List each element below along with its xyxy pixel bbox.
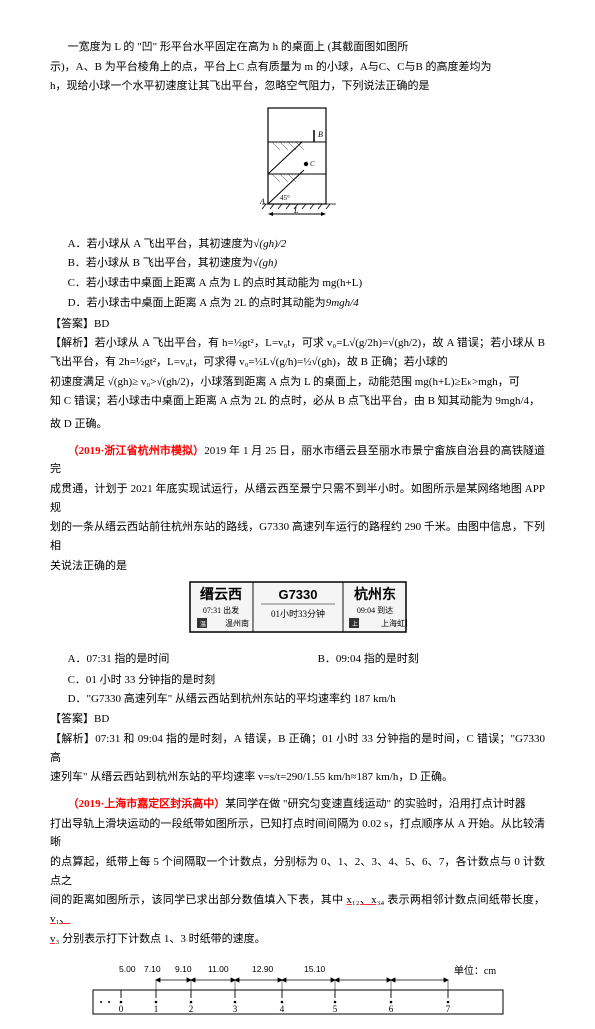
t: 打出导轨上滑块运动的一段纸带如图所示，已知打点时间间隔为 0.02 s，打点顺序… bbox=[50, 818, 545, 849]
t: C．若小球击中桌面上距离 A 点为 L 的点时其动能为 mg(h+L) bbox=[68, 277, 363, 289]
t: 间的距离如图所示，该同学已求出部分数值填入下表，其中 x₁₂、x₃₄ 表示两相邻… bbox=[50, 894, 545, 925]
svg-text:7: 7 bbox=[445, 1004, 450, 1014]
svg-text:5: 5 bbox=[332, 1004, 337, 1014]
q3-line3: 的点算起，纸带上每 5 个间隔取一个计数点，分别标为 0、1、2、3、4、5、6… bbox=[50, 853, 545, 890]
svg-text:07:31 出发: 07:31 出发 bbox=[202, 605, 238, 615]
svg-text:12.90: 12.90 bbox=[252, 964, 274, 974]
t: 知 C 错误；若小球击中桌面上距离 A 点为 2L 的点时，必从 B 点飞出平台… bbox=[50, 395, 540, 407]
t: 初速度满足 √(gh)≥ v₀>√(gh/2)，小球落到距离 A 点为 L 的桌… bbox=[50, 376, 520, 388]
q2-a: A．07:31 指的是时间 bbox=[50, 650, 300, 669]
q1-end: 故 D 正确。 bbox=[50, 415, 545, 434]
q1-intro-1: 一宽度为 L 的 "凹" 形平台水平固定在高为 h 的桌面上 (其截面图如图所 bbox=[68, 41, 409, 53]
q3-line2: 打出导轨上滑块运动的一段纸带如图所示，已知打点时间间隔为 0.02 s，打点顺序… bbox=[50, 815, 545, 852]
q2-opts-1: A．07:31 指的是时间 B．09:04 指的是时刻 bbox=[50, 650, 545, 669]
q1-opt-d: D．若小球击中桌面上距离 A 点为 2L 的点时其动能为9mgh/4 bbox=[50, 294, 545, 313]
svg-text:6: 6 bbox=[388, 1004, 393, 1014]
q2-b: B．09:04 指的是时刻 bbox=[300, 650, 419, 669]
t: 【解析】07:31 和 09:04 指的是时刻，A 错误，B 正确；01 小时 … bbox=[50, 733, 545, 764]
q2-line4: 关说法正确的是 bbox=[50, 557, 545, 576]
svg-text:3: 3 bbox=[232, 1004, 237, 1014]
q2-opts-2: C．01 小时 33 分钟指的是时刻 bbox=[50, 671, 545, 690]
q1-opt-a: A．若小球从 A 飞出平台，其初速度为√(gh)/2 bbox=[50, 235, 545, 254]
svg-text:G7330: G7330 bbox=[278, 587, 317, 602]
svg-text:缙云西: 缙云西 bbox=[200, 586, 242, 602]
tape-figure: 5.00 7.10 9.10 11.00 12.90 15.10 单位：cm 0 1 2 3 4 5… bbox=[50, 960, 545, 1029]
q3-line4: 间的距离如图所示，该同学已求出部分数值填入下表，其中 x₁₂、x₃₄ 表示两相邻… bbox=[50, 891, 545, 928]
t: D．"G7330 高速列车" 从缙云西站到杭州东站的平均速率约 187 km/h bbox=[68, 693, 396, 705]
q2-d: D．"G7330 高速列车" 从缙云西站到杭州东站的平均速率约 187 km/h bbox=[50, 690, 545, 709]
q2-expl-2: 速列车" 从缙云西站到杭州东站的平均速率 v=s/t=290/1.55 km/h… bbox=[50, 768, 545, 787]
math: √(gh)/2 bbox=[253, 238, 286, 250]
q3-source: （2019·上海市嘉定区封浜高中） bbox=[68, 798, 226, 810]
svg-text:1: 1 bbox=[153, 1004, 158, 1014]
t: B．若小球从 B 飞出平台，其初速度为 bbox=[68, 257, 253, 269]
t: 成贯通，计划于 2021 年底实现试运行，从缙云西至景宁只需不到半小时。如图所示… bbox=[50, 483, 545, 514]
svg-text:C: C bbox=[310, 160, 315, 168]
svg-text:单位：cm: 单位：cm bbox=[453, 964, 495, 977]
svg-text:09:04 到达: 09:04 到达 bbox=[356, 605, 392, 615]
q1-expl-1: 【解析】若小球从 A 飞出平台，有 h=½gt²，L=v₀t，可求 v₀=L√(… bbox=[50, 334, 545, 371]
q1-figure: B C A 45° L bbox=[50, 102, 545, 225]
svg-text:5.00: 5.00 bbox=[119, 964, 136, 974]
svg-text:15.10: 15.10 bbox=[304, 964, 326, 974]
t: h，现给小球一个水平初速度让其飞出平台，忽略空气阻力，下列说法正确的是 bbox=[50, 80, 430, 92]
t: 【答案】BD bbox=[50, 713, 109, 725]
svg-text:温: 温 bbox=[199, 620, 205, 628]
ticket-figure: 缙云西 07:31 出发 温 温州南 G7330 01小时33分钟 杭州东 09… bbox=[50, 581, 545, 640]
q2-answer: 【答案】BD bbox=[50, 710, 545, 729]
svg-text:4: 4 bbox=[279, 1004, 284, 1014]
q1-expl-3: 知 C 错误；若小球击中桌面上距离 A 点为 2L 的点时，必从 B 点飞出平台… bbox=[50, 392, 545, 411]
t: D．若小球击中桌面上距离 A 点为 2L 的点时其动能为 bbox=[68, 297, 326, 309]
svg-text:7.10: 7.10 bbox=[144, 964, 161, 974]
svg-text:45°: 45° bbox=[280, 194, 290, 202]
q1-expl-2: 初速度满足 √(gh)≥ v₀>√(gh/2)，小球落到距离 A 点为 L 的桌… bbox=[50, 373, 545, 392]
svg-text:01小时33分钟: 01小时33分钟 bbox=[270, 608, 324, 619]
q1-intro: 一宽度为 L 的 "凹" 形平台水平固定在高为 h 的桌面上 (其截面图如图所 bbox=[50, 38, 545, 57]
svg-text:9.10: 9.10 bbox=[175, 964, 192, 974]
math: 9mgh/4 bbox=[326, 297, 359, 309]
q1-intro2: 示)，A、B 为平台棱角上的点，平台上C 点有质量为 m 的小球，A与C、C与B… bbox=[50, 58, 545, 77]
svg-text:B: B bbox=[318, 130, 323, 139]
t: v₃ 分别表示打下计数点 1、3 时纸带的速度。 bbox=[50, 933, 266, 945]
q2-line2: 成贯通，计划于 2021 年底实现试运行，从缙云西至景宁只需不到半小时。如图所示… bbox=[50, 480, 545, 517]
q1-answer: 【答案】BD bbox=[50, 315, 545, 334]
t: 划的一条从缙云西站前往杭州东站的路线，G7330 高速列车运行的路程约 290 … bbox=[50, 521, 545, 552]
q1-intro3: h，现给小球一个水平初速度让其飞出平台，忽略空气阻力，下列说法正确的是 bbox=[50, 77, 545, 96]
svg-text:0: 0 bbox=[118, 1004, 123, 1014]
svg-text:11.00: 11.00 bbox=[208, 964, 229, 974]
t: 【答案】BD bbox=[50, 318, 109, 330]
t: A．若小球从 A 飞出平台，其初速度为 bbox=[68, 238, 254, 250]
q2-line3: 划的一条从缙云西站前往杭州东站的路线，G7330 高速列车运行的路程约 290 … bbox=[50, 518, 545, 555]
q2-expl-1: 【解析】07:31 和 09:04 指的是时刻，A 错误，B 正确；01 小时 … bbox=[50, 730, 545, 767]
svg-text:2: 2 bbox=[188, 1004, 193, 1014]
svg-text:上海虹桥: 上海虹桥 bbox=[381, 618, 407, 628]
svg-text:上: 上 bbox=[351, 620, 357, 628]
t: 示)，A、B 为平台棱角上的点，平台上C 点有质量为 m 的小球，A与C、C与B… bbox=[50, 61, 492, 73]
t: 的点算起，纸带上每 5 个间隔取一个计数点，分别标为 0、1、2、3、4、5、6… bbox=[50, 856, 545, 887]
svg-text:温州南: 温州南 bbox=[225, 618, 249, 628]
t: 某同学在做 "研究匀变速直线运动" 的实验时，沿用打点计时器 bbox=[225, 798, 525, 810]
svg-text:L: L bbox=[293, 206, 299, 215]
svg-text:杭州东: 杭州东 bbox=[354, 586, 396, 602]
q2-source: （2019·浙江省杭州市模拟） bbox=[68, 445, 205, 457]
q2-line1: （2019·浙江省杭州市模拟）2019 年 1 月 25 日，丽水市缙云县至丽水… bbox=[50, 442, 545, 479]
t: 关说法正确的是 bbox=[50, 560, 127, 572]
q3-line5: v₃ 分别表示打下计数点 1、3 时纸带的速度。 bbox=[50, 930, 545, 949]
q1-opt-b: B．若小球从 B 飞出平台，其初速度为√(gh) bbox=[50, 254, 545, 273]
q1-opt-c: C．若小球击中桌面上距离 A 点为 L 的点时其动能为 mg(h+L) bbox=[50, 274, 545, 293]
math: √(gh) bbox=[253, 257, 277, 269]
t: 速列车" 从缙云西站到杭州东站的平均速率 v=s/t=290/1.55 km/h… bbox=[50, 771, 453, 783]
q3-line1: （2019·上海市嘉定区封浜高中）某同学在做 "研究匀变速直线运动" 的实验时，… bbox=[50, 795, 545, 814]
svg-text:A: A bbox=[259, 197, 265, 206]
q2-c: C．01 小时 33 分钟指的是时刻 bbox=[50, 671, 300, 690]
t: 【解析】若小球从 A 飞出平台，有 h=½gt²，L=v₀t，可求 v₀=L√(… bbox=[50, 337, 545, 368]
